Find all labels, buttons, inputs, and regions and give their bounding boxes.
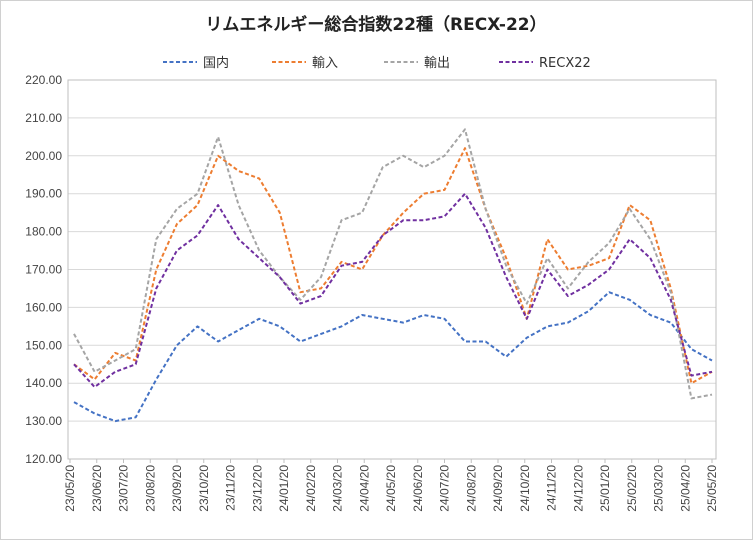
y-tick-label: 190.00 [25, 187, 62, 201]
x-tick-label: 24/01/20 [277, 465, 291, 512]
x-tick-label: 25/02/20 [625, 465, 639, 512]
x-tick-label: 25/01/20 [598, 465, 612, 512]
y-axis: 120.00 130.00 140.00 150.00 160.00 170.00 180.… [25, 73, 62, 466]
x-tick-label: 23/12/20 [250, 465, 264, 512]
y-tick-label: 120.00 [25, 452, 62, 466]
y-tick-label: 130.00 [25, 414, 62, 428]
series-line-2 [73, 147, 713, 385]
y-tick-label: 140.00 [25, 376, 62, 390]
y-tick-label: 180.00 [25, 225, 62, 239]
y-tick-label: 200.00 [25, 149, 62, 163]
x-tick-label: 24/07/20 [438, 465, 452, 512]
x-tick-label: 23/09/20 [170, 465, 184, 512]
x-tick-label: 25/05/20 [705, 465, 719, 512]
series-lines [73, 128, 713, 423]
chart-title: リムエネルギー総合指数22種（RECX-22） [205, 14, 546, 35]
x-tick-label: 24/09/20 [491, 465, 505, 512]
x-tick-label: 24/08/20 [464, 465, 478, 512]
x-tick-label: 24/04/20 [357, 465, 371, 512]
y-tick-label: 210.00 [25, 111, 62, 125]
legend-label-3: 輸出 [424, 56, 450, 71]
x-tick-label: 24/06/20 [411, 465, 425, 512]
x-tick-label: 25/03/20 [652, 465, 666, 512]
x-tick-label: 23/07/20 [117, 465, 131, 512]
legend: 国内 輸入 輸出 RECX22 [163, 55, 591, 71]
x-tick-label: 24/05/20 [384, 465, 398, 512]
x-axis: 23/05/20 23/06/20 23/07/20 23/08/20 23/09/20… [63, 459, 719, 512]
y-tick-label: 170.00 [25, 263, 62, 277]
x-tick-label: 24/12/20 [571, 465, 585, 512]
x-tick-label: 25/04/20 [678, 465, 692, 512]
legend-label-4: RECX22 [539, 56, 591, 71]
x-tick-label: 24/11/20 [545, 465, 559, 511]
x-tick-label: 23/08/20 [143, 465, 157, 512]
y-tick-label: 220.00 [25, 73, 62, 87]
x-tick-label: 23/06/20 [90, 465, 104, 512]
x-tick-label: 24/02/20 [304, 465, 318, 512]
series-line-3 [73, 128, 713, 400]
y-tick-label: 150.00 [25, 338, 62, 352]
x-tick-label: 24/10/20 [518, 465, 532, 512]
legend-label-2: 輸入 [312, 56, 338, 71]
plot-area-border [67, 79, 717, 460]
legend-label-1: 国内 [203, 55, 229, 71]
x-tick-label: 23/10/20 [197, 465, 211, 512]
x-tick-label: 24/03/20 [331, 465, 345, 512]
y-tick-label: 160.00 [25, 300, 62, 314]
x-tick-label: 23/05/20 [63, 465, 77, 512]
gridlines [67, 79, 717, 460]
series-line-1 [73, 291, 713, 423]
series-line-4 [73, 192, 713, 388]
x-tick-label: 23/11/20 [224, 465, 238, 511]
